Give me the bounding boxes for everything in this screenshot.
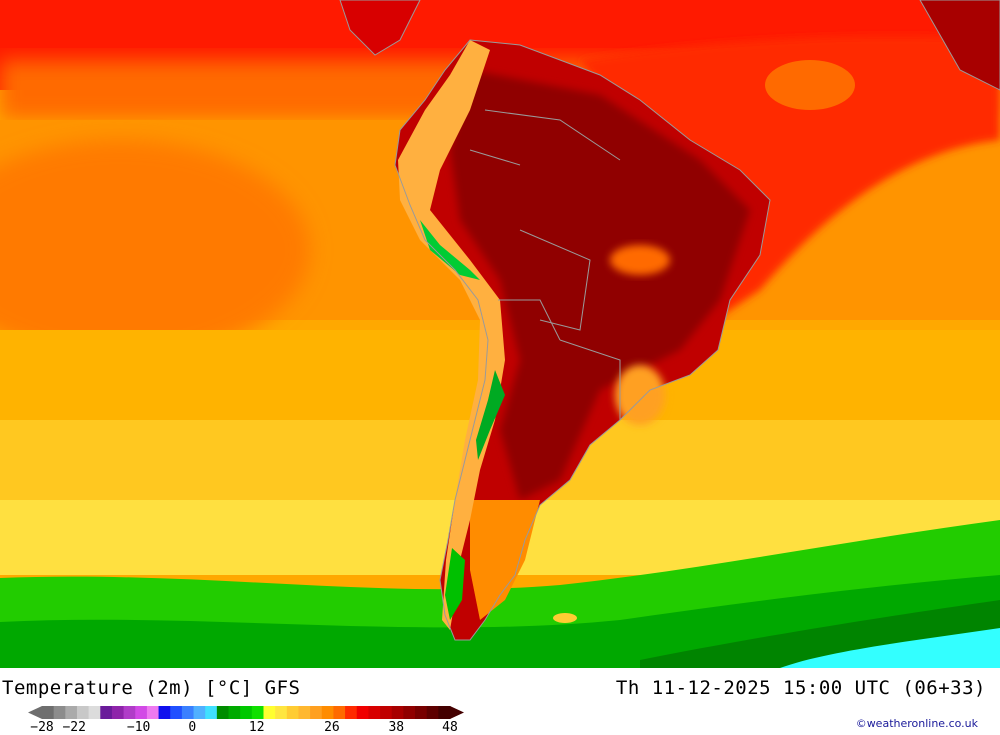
scale-swatch: [275, 706, 288, 719]
scale-swatch: [76, 706, 90, 719]
scale-tick-label: −10: [126, 720, 151, 735]
scale-tick-label: −22: [62, 720, 86, 735]
falkland-islands: [553, 613, 577, 623]
scale-tick-label: −28: [30, 720, 54, 735]
interior-very-hot: [450, 70, 750, 500]
scale-swatch: [310, 706, 323, 719]
scale-swatch: [415, 706, 428, 719]
scale-swatch: [391, 706, 404, 719]
scale-swatch: [345, 706, 358, 719]
scale-swatch: [240, 706, 253, 719]
scale-swatch: [403, 706, 416, 719]
temperature-map: [0, 0, 1000, 668]
andes-central-cool: [476, 370, 505, 460]
scale-swatch: [438, 706, 451, 719]
scale-swatch: [216, 706, 230, 719]
scale-swatch: [42, 706, 55, 719]
scale-swatch: [205, 706, 218, 719]
other-coastlines: [339, 0, 1000, 91]
scale-tick-label: 26: [324, 720, 340, 735]
scale-swatch: [286, 706, 299, 719]
scale-swatch: [426, 706, 439, 719]
andes-range: [398, 40, 505, 630]
credit-link[interactable]: ©weatheronline.co.uk: [855, 717, 978, 730]
atlantic-orange-blob: [765, 60, 855, 110]
scale-swatch: [135, 706, 148, 719]
scale-swatch: [111, 706, 125, 719]
scale-swatch: [193, 706, 206, 719]
scale-swatch: [53, 706, 66, 719]
scale-swatch: [380, 706, 393, 719]
patagonia-warm: [470, 500, 540, 620]
scale-swatch: [146, 706, 160, 719]
scale-swatch: [298, 706, 311, 719]
scale-swatch: [88, 706, 101, 719]
patagonia-ice-cool: [445, 548, 465, 620]
scale-tick-label: 0: [188, 720, 197, 735]
scale-swatch: [100, 706, 113, 719]
scale-tick-label: 12: [248, 720, 265, 735]
scale-arrow-low: [28, 706, 42, 719]
scale-swatch: [263, 706, 276, 719]
color-scale: [28, 706, 464, 719]
valid-time: Th 11-12-2025 15:00 UTC (06+33): [615, 677, 986, 699]
scale-swatch: [123, 706, 136, 719]
scale-swatch: [65, 706, 78, 719]
scale-arrow-high: [450, 706, 464, 719]
coastline: [394, 39, 771, 641]
inland-warm-spot: [610, 245, 670, 275]
scale-tick-label: 48: [442, 720, 458, 735]
ocean-warm-pool: [0, 140, 310, 360]
central-america: [340, 0, 420, 55]
scale-tick-label: 38: [388, 720, 405, 735]
scale-swatch: [228, 706, 241, 719]
scale-swatch: [170, 706, 183, 719]
country-borders: [469, 109, 621, 420]
map-footer: Temperature (2m) [°C] GFS Th 11-12-2025 …: [0, 668, 1000, 735]
scale-swatch: [181, 706, 195, 719]
scale-swatch: [251, 706, 264, 719]
map-title: Temperature (2m) [°C] GFS: [2, 677, 301, 699]
andes-altiplano-cool: [420, 220, 480, 280]
scale-swatch: [356, 706, 369, 719]
scale-swatch: [368, 706, 381, 719]
scale-swatch: [333, 706, 346, 719]
scale-swatch: [158, 706, 171, 719]
africa-edge: [920, 0, 1000, 90]
scale-swatch: [321, 706, 334, 719]
uruguay-cooler: [615, 365, 665, 425]
cold-cyan-patch: [780, 628, 1000, 668]
